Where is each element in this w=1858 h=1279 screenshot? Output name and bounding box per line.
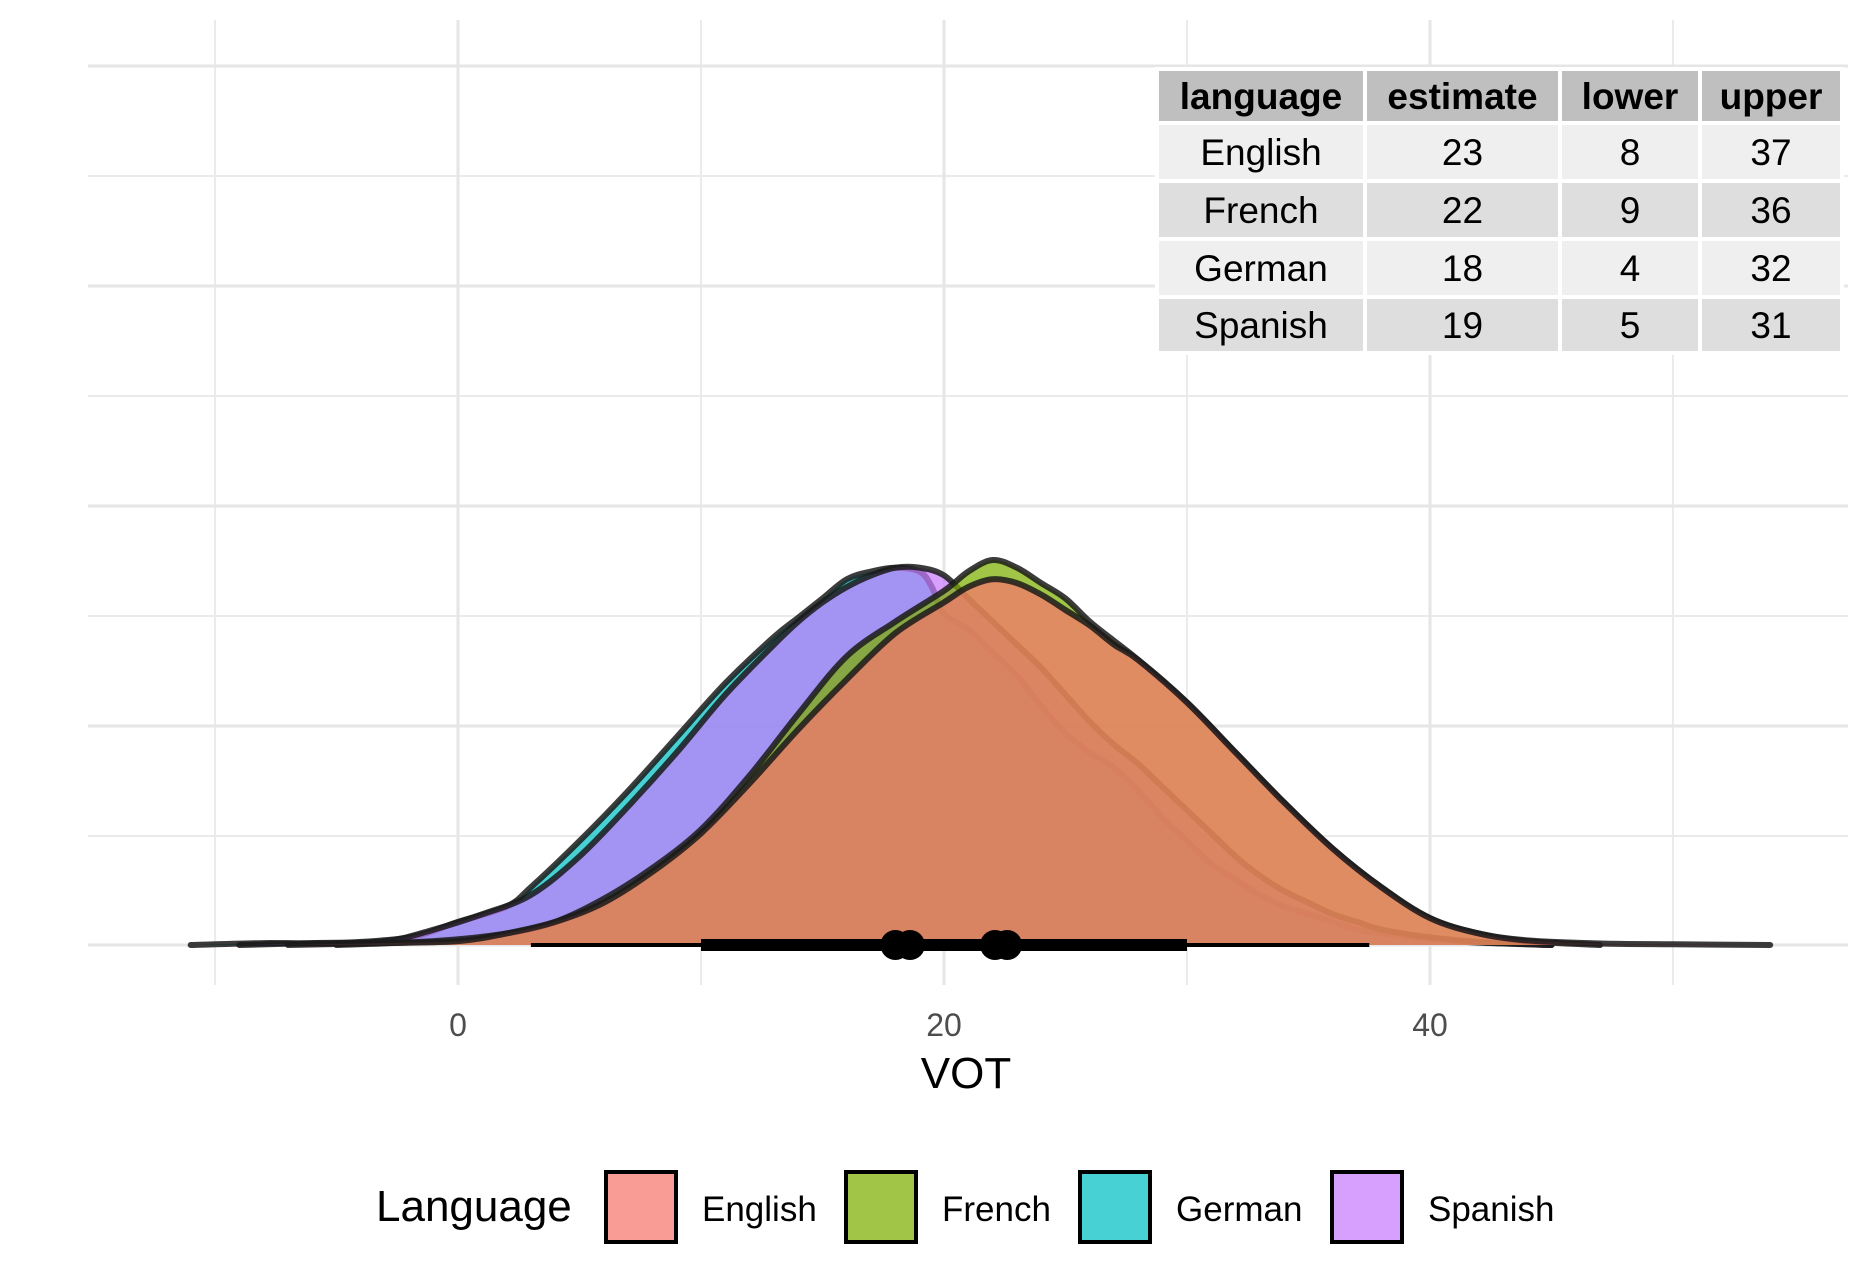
table-cell-bg (1698, 295, 1844, 355)
table-header-cell (1155, 67, 1367, 125)
table-cell: 22 (1442, 190, 1483, 231)
x-tick-label: 20 (926, 1007, 962, 1043)
table-cell: 18 (1442, 248, 1483, 289)
legend-label-german: German (1176, 1190, 1302, 1229)
table-header-language: language (1180, 76, 1342, 117)
table-cell: 36 (1750, 190, 1791, 231)
table-cell: 4 (1620, 248, 1641, 289)
table-cell-bg (1698, 237, 1844, 299)
table-cell: 23 (1442, 132, 1483, 173)
legend-label-spanish: Spanish (1428, 1190, 1554, 1229)
legend-label-english: English (702, 1190, 817, 1229)
table-cell: 32 (1750, 248, 1791, 289)
table-cell-bg (1363, 121, 1562, 183)
table-cell: 31 (1750, 305, 1791, 346)
table-header-lower: lower (1582, 76, 1679, 117)
density-outline-english (284, 576, 1774, 948)
legend-key-german (1078, 1170, 1152, 1244)
legend-key-spanish (1330, 1170, 1404, 1244)
table-header-upper: upper (1720, 76, 1823, 117)
table-cell-bg (1155, 121, 1367, 183)
table-cell-bg (1363, 179, 1562, 241)
table-header-estimate: estimate (1387, 76, 1537, 117)
table-cell-bg (1558, 295, 1702, 355)
table-cell: 37 (1750, 132, 1791, 173)
table-cell: Spanish (1194, 305, 1328, 346)
legend: Language English French German Spanish (376, 1170, 1554, 1244)
density-area-english (287, 579, 1771, 945)
table-cell: 5 (1620, 305, 1641, 346)
table-cell-bg (1155, 295, 1367, 355)
interval-point-spanish (894, 930, 925, 960)
summary-table: language estimate lower upper English 23 8 37 Fr… (1155, 67, 1844, 355)
x-tick-label: 0 (449, 1007, 467, 1043)
interval-marks (530, 930, 1370, 960)
interval-point-french (980, 930, 1011, 960)
x-axis-ticks: 0 20 40 (449, 1007, 1448, 1043)
table-cell: French (1203, 190, 1318, 231)
legend-key-english (604, 1170, 678, 1244)
table-cell-bg (1698, 121, 1844, 183)
table-header-cell (1558, 67, 1702, 125)
density-areas (187, 556, 1774, 948)
legend-key-french (844, 1170, 918, 1244)
legend-label-french: French (942, 1190, 1051, 1229)
table-cell: 19 (1442, 305, 1483, 346)
table-cell: German (1194, 248, 1328, 289)
table-cell: 8 (1620, 132, 1641, 173)
legend-title: Language (376, 1182, 572, 1231)
table-cell: English (1200, 132, 1321, 173)
x-tick-label: 40 (1412, 1007, 1448, 1043)
table-cell-bg (1558, 121, 1702, 183)
x-axis-title: VOT (921, 1049, 1011, 1098)
table-cell: 9 (1620, 190, 1641, 231)
